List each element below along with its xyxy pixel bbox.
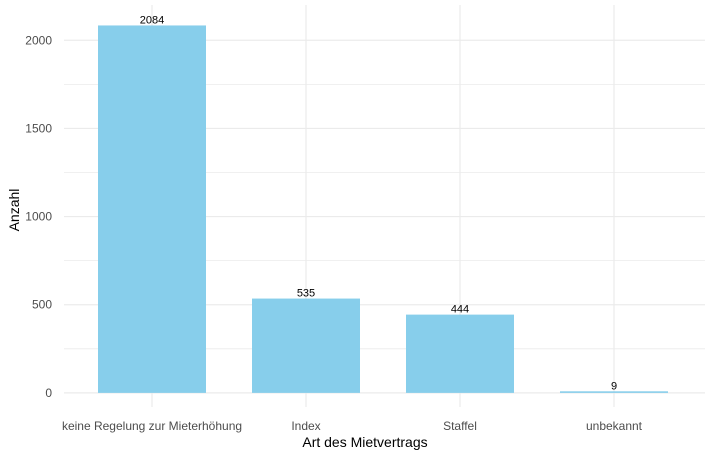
bars bbox=[98, 25, 668, 393]
x-tick-label: Staffel bbox=[443, 419, 477, 433]
x-tick-label: unbekannt bbox=[586, 419, 643, 433]
y-tick-label: 1500 bbox=[25, 121, 52, 135]
y-tick-label: 1000 bbox=[25, 210, 52, 224]
y-axis-ticks: 0 500 1000 1500 2000 bbox=[25, 33, 52, 400]
y-tick-label: 500 bbox=[32, 298, 52, 312]
data-labels: 2084 535 444 9 bbox=[140, 14, 617, 392]
y-axis-title: Anzahl bbox=[6, 189, 22, 232]
x-axis-title: Art des Mietvertrags bbox=[302, 434, 427, 450]
bar-value-label: 444 bbox=[451, 304, 469, 316]
bar-value-label: 2084 bbox=[140, 14, 164, 26]
y-tick-label: 0 bbox=[45, 386, 52, 400]
x-tick-label: keine Regelung zur Mieterhöhung bbox=[62, 419, 242, 433]
bar bbox=[98, 25, 206, 393]
y-tick-label: 2000 bbox=[25, 33, 52, 47]
bar-value-label: 9 bbox=[611, 380, 617, 392]
x-axis-ticks: keine Regelung zur Mieterhöhung Index Staf… bbox=[62, 419, 643, 433]
bar-value-label: 535 bbox=[297, 288, 315, 300]
x-tick-label: Index bbox=[291, 419, 320, 433]
bar bbox=[252, 298, 360, 393]
bar bbox=[406, 314, 514, 393]
bar bbox=[560, 391, 668, 393]
